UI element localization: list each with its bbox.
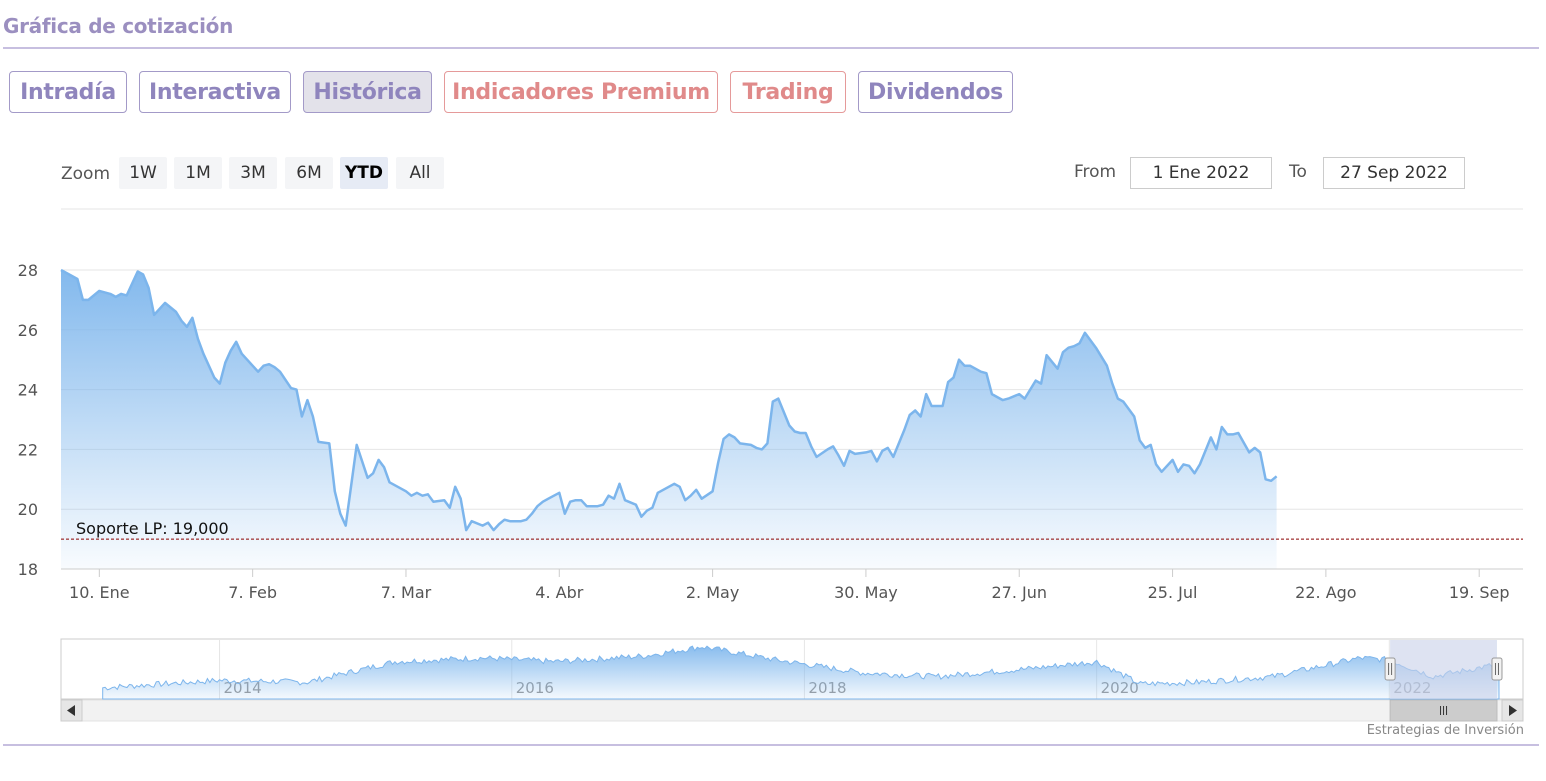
tab-historica[interactable]: Histórica (303, 71, 432, 113)
zoom-ytd-button[interactable]: YTD (340, 157, 388, 189)
x-tick-label: 4. Abr (535, 583, 583, 602)
zoom-label: Zoom (61, 164, 111, 184)
from-label: From (1074, 162, 1117, 182)
x-tick-label: 22. Ago (1295, 583, 1356, 602)
price-area (61, 270, 1277, 569)
grip-icon (1440, 706, 1448, 715)
y-axis: 18 20 22 24 26 28 (18, 261, 38, 579)
tab-dividendos[interactable]: Dividendos (858, 71, 1013, 113)
y-tick-label: 20 (18, 500, 38, 519)
x-tick-label: 10. Ene (69, 583, 130, 602)
zoom-all-button[interactable]: All (396, 157, 444, 189)
x-tick-label: 7. Mar (381, 583, 432, 602)
y-tick-label: 26 (18, 321, 38, 340)
navigator-handle[interactable] (1384, 657, 1396, 681)
support-label: Soporte LP: 19,000 (76, 519, 229, 538)
navigator-handles[interactable] (1384, 657, 1503, 681)
x-tick-label: 27. Jun (991, 583, 1047, 602)
x-axis: 10. Ene 7. Feb 7. Mar 4. Abr 2. May 30. May 27… (69, 569, 1510, 602)
to-date-input[interactable]: 27 Sep 2022 (1323, 157, 1465, 189)
x-tick-label: 2. May (686, 583, 739, 602)
to-label: To (1289, 162, 1307, 182)
navigator-selection[interactable] (1390, 640, 1497, 699)
navigator-handle[interactable] (1491, 657, 1503, 681)
from-date-input[interactable]: 1 Ene 2022 (1130, 157, 1272, 189)
price-line[interactable] (60, 268, 1278, 532)
title-divider (3, 47, 1539, 49)
navigator-area (102, 645, 1500, 700)
tab-trading[interactable]: Trading (730, 71, 846, 113)
x-tick-label: 25. Jul (1148, 583, 1198, 602)
section-title: Gráfica de cotización (3, 14, 234, 38)
y-tick-label: 18 (18, 560, 38, 579)
zoom-3m-button[interactable]: 3M (229, 157, 277, 189)
zoom-6m-button[interactable]: 6M (285, 157, 333, 189)
chart-credit[interactable]: Estrategias de Inversión (1366, 723, 1524, 738)
chevron-right-icon (1509, 705, 1517, 716)
scrollbar-track[interactable] (60, 699, 1524, 722)
y-tick-label: 28 (18, 261, 38, 280)
y-tick-label: 24 (18, 381, 38, 400)
zoom-1m-button[interactable]: 1M (174, 157, 222, 189)
bottom-divider (3, 744, 1539, 746)
tab-indicadores-premium[interactable]: Indicadores Premium (444, 71, 718, 113)
x-tick-label: 19. Sep (1449, 583, 1510, 602)
x-tick-label: 30. May (834, 583, 898, 602)
tab-intradia[interactable]: Intradía (9, 71, 127, 113)
y-tick-label: 22 (18, 440, 38, 459)
zoom-1w-button[interactable]: 1W (119, 157, 167, 189)
chevron-left-icon (67, 705, 75, 716)
x-tick-label: 7. Feb (228, 583, 277, 602)
tab-interactiva[interactable]: Interactiva (139, 71, 291, 113)
